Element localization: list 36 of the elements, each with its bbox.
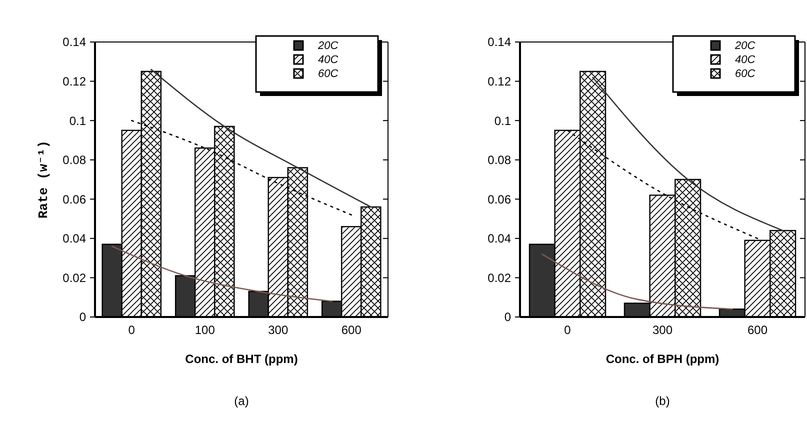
x-axis-title: Conc. of BPH (ppm) (606, 352, 720, 366)
y-axis-title: Rate (w⁻¹) (36, 140, 51, 219)
y-tick-label: 0.04 (62, 232, 86, 246)
y-tick-label: 0.12 (488, 74, 512, 88)
y-tick-label: 0.12 (62, 74, 86, 88)
line-series (111, 246, 332, 302)
y-tick-label: 0.06 (62, 192, 86, 206)
legend-label: 20C (317, 40, 338, 52)
x-tick-label: 100 (194, 323, 216, 337)
y-tick-label: 0.14 (62, 35, 86, 50)
y-tick-label: 0.08 (488, 153, 512, 168)
legend-label: 20C (734, 40, 756, 52)
y-tick-label: 0.06 (488, 192, 512, 206)
y-tick-label: 0.02 (62, 270, 86, 285)
text: (a) (234, 394, 249, 408)
x-tick-label: 0 (564, 323, 572, 337)
y-tick-label: 0.04 (488, 232, 512, 246)
x-axis-title: Conc. of BHT (ppm) (185, 352, 298, 366)
legend-label: 40C (318, 54, 338, 66)
y-tick-label: 0 (79, 310, 86, 324)
x-tick-label: 600 (747, 323, 768, 337)
legend-label: 40C (735, 54, 756, 66)
y-tick-label: 0.1 (69, 114, 86, 128)
x-tick-label: 300 (652, 323, 673, 337)
y-tick-label: 0.08 (62, 153, 86, 168)
legend-label: 60C (735, 68, 756, 80)
y-tick-label: 0.14 (488, 35, 512, 50)
y-tick-label: 0 (504, 310, 512, 324)
line-series (150, 68, 372, 208)
x-tick-label: 600 (341, 323, 362, 337)
text: (b) (655, 394, 670, 408)
y-tick-label: 0.1 (494, 114, 512, 128)
y-tick-label: 0.02 (488, 270, 512, 285)
x-tick-label: 0 (128, 323, 136, 337)
legend-label: 60C (318, 68, 338, 80)
x-tick-label: 300 (268, 323, 288, 337)
